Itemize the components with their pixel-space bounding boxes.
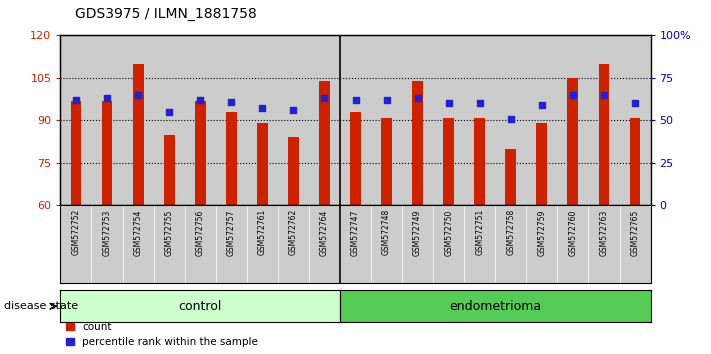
Bar: [433, 35, 464, 205]
Bar: [381, 118, 392, 205]
Bar: [599, 64, 609, 205]
Bar: [350, 112, 361, 205]
Text: GSM572754: GSM572754: [134, 209, 143, 256]
Text: GSM572760: GSM572760: [568, 209, 577, 256]
Text: GSM572759: GSM572759: [538, 209, 546, 256]
Text: endometrioma: endometrioma: [449, 300, 541, 313]
Bar: [464, 35, 496, 205]
Bar: [506, 149, 516, 205]
Text: GSM572755: GSM572755: [165, 209, 173, 256]
Text: GSM572749: GSM572749: [413, 209, 422, 256]
Point: [257, 105, 268, 111]
Point: [505, 116, 516, 121]
Bar: [567, 78, 578, 205]
Bar: [60, 35, 92, 205]
Bar: [215, 35, 247, 205]
Text: GSM572757: GSM572757: [227, 209, 236, 256]
Bar: [474, 118, 485, 205]
Legend: count, percentile rank within the sample: count, percentile rank within the sample: [65, 322, 258, 347]
Bar: [288, 137, 299, 205]
Text: GSM572750: GSM572750: [444, 209, 453, 256]
Text: GSM572765: GSM572765: [631, 209, 639, 256]
Bar: [164, 135, 175, 205]
Bar: [247, 35, 278, 205]
Point: [319, 96, 330, 101]
Bar: [133, 64, 144, 205]
Point: [474, 101, 486, 106]
Bar: [589, 35, 619, 205]
Bar: [226, 112, 237, 205]
Bar: [278, 35, 309, 205]
Bar: [536, 123, 547, 205]
Point: [225, 99, 237, 104]
Text: GDS3975 / ILMN_1881758: GDS3975 / ILMN_1881758: [75, 7, 257, 21]
Bar: [619, 35, 651, 205]
Bar: [371, 35, 402, 205]
Point: [288, 107, 299, 113]
Bar: [526, 35, 557, 205]
Point: [195, 97, 206, 103]
Point: [443, 101, 454, 106]
Bar: [443, 118, 454, 205]
Text: GSM572763: GSM572763: [599, 209, 609, 256]
Point: [164, 109, 175, 115]
Point: [70, 97, 82, 103]
Bar: [557, 35, 589, 205]
Point: [536, 102, 547, 108]
Bar: [630, 118, 641, 205]
Point: [102, 96, 113, 101]
Text: GSM572756: GSM572756: [196, 209, 205, 256]
Bar: [309, 35, 340, 205]
Text: GSM572752: GSM572752: [72, 209, 80, 256]
Text: GSM572751: GSM572751: [475, 209, 484, 256]
Bar: [496, 35, 526, 205]
Point: [598, 92, 609, 98]
Text: GSM572761: GSM572761: [258, 209, 267, 256]
Text: GSM572748: GSM572748: [382, 209, 391, 256]
Bar: [122, 35, 154, 205]
Bar: [70, 101, 81, 205]
Text: GSM572764: GSM572764: [320, 209, 329, 256]
Text: disease state: disease state: [4, 301, 77, 311]
Point: [412, 96, 423, 101]
Text: GSM572753: GSM572753: [102, 209, 112, 256]
Point: [567, 92, 579, 98]
Bar: [185, 35, 215, 205]
Bar: [154, 35, 185, 205]
Text: control: control: [178, 300, 222, 313]
Point: [350, 97, 361, 103]
Bar: [412, 81, 423, 205]
Bar: [102, 101, 112, 205]
Text: GSM572758: GSM572758: [506, 209, 515, 256]
Bar: [319, 81, 330, 205]
Bar: [92, 35, 122, 205]
Bar: [340, 35, 371, 205]
Point: [629, 101, 641, 106]
Text: GSM572762: GSM572762: [289, 209, 298, 256]
Point: [132, 92, 144, 98]
Bar: [402, 35, 433, 205]
Point: [381, 97, 392, 103]
Bar: [257, 123, 268, 205]
Bar: [195, 101, 205, 205]
Text: GSM572747: GSM572747: [351, 209, 360, 256]
